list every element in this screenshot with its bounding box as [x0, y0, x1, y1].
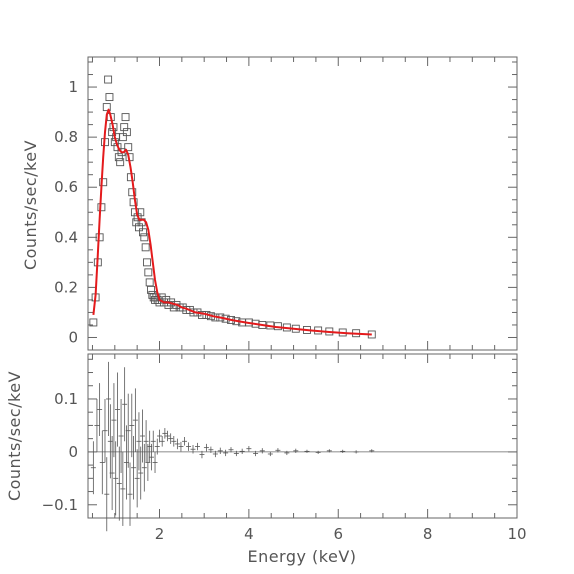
data-point	[132, 218, 141, 227]
data-point	[118, 133, 127, 142]
y-tick-label: 0.6	[54, 178, 78, 196]
x-tick-label: 6	[333, 525, 343, 543]
y-tick-label: 0	[68, 443, 78, 461]
data-point	[121, 113, 130, 122]
y-tick-label: 0.2	[54, 278, 78, 296]
data-point	[104, 75, 113, 84]
x-tick-label: 4	[244, 525, 254, 543]
model-line	[92, 108, 372, 336]
data-point	[89, 318, 98, 327]
data-point	[114, 153, 123, 162]
data-point	[120, 123, 129, 132]
x-tick-label: 8	[423, 525, 433, 543]
residual-panel: −0.1 0 0.1 2 4 6 8 10	[42, 353, 527, 543]
data-point	[144, 268, 153, 277]
y-tick-label: 0.8	[54, 128, 78, 146]
plot-frame	[87, 353, 518, 519]
y-tick-label: −0.1	[42, 496, 78, 514]
data-point	[134, 223, 143, 232]
data-point	[145, 278, 154, 287]
x-tick-label: 2	[155, 525, 165, 543]
plot-frame	[87, 56, 518, 351]
data-point	[124, 143, 133, 152]
data-point	[140, 233, 149, 242]
top-y-axis-title: Counts/sec/keV	[21, 140, 40, 270]
data-point	[147, 285, 155, 294]
data-point	[108, 128, 117, 137]
data-point	[143, 258, 151, 267]
data-point	[148, 290, 157, 299]
data-point	[99, 178, 108, 187]
bottom-y-axis-title: Counts/sec/keV	[5, 371, 24, 501]
data-point	[122, 128, 131, 137]
spectrum-panel: 0 0.2 0.4 0.6 0.8 1	[54, 56, 518, 351]
y-tick-label: 0	[68, 328, 78, 346]
y-tick-label: 1	[68, 78, 78, 96]
data-point	[105, 93, 114, 102]
data-point	[129, 198, 138, 207]
x-tick-label: 10	[507, 525, 526, 543]
data-point	[128, 188, 137, 197]
x-axis-title: Energy (keV)	[247, 547, 356, 566]
y-tick-label: 0.4	[54, 228, 78, 246]
data-point	[141, 243, 150, 252]
data-point	[102, 103, 111, 112]
data-point	[162, 295, 171, 304]
data-point	[139, 228, 147, 237]
y-tick-label: 0.1	[54, 390, 78, 408]
data-point	[130, 208, 139, 217]
data-point	[116, 158, 125, 167]
